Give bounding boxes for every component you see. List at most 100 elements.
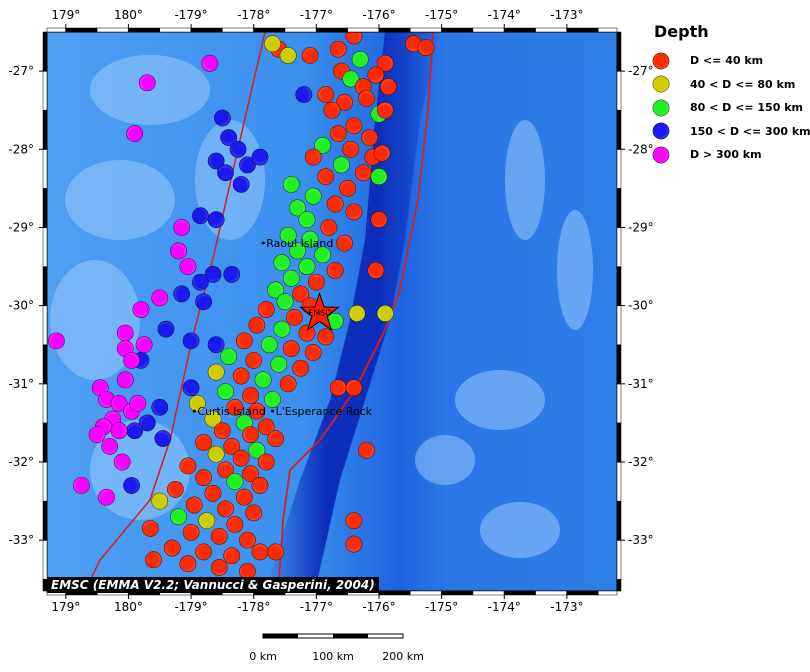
scale-label-200: 200 km — [382, 650, 424, 663]
focal-mechanism — [204, 484, 222, 502]
focal-mechanism — [282, 269, 300, 287]
focal-mechanism — [182, 524, 200, 541]
legend-label: 150 < D <= 300 km — [690, 124, 810, 138]
focal-mechanism — [48, 332, 65, 350]
focal-mechanism — [101, 438, 118, 455]
focal-mechanism — [214, 109, 231, 127]
focal-mechanism — [289, 242, 306, 260]
lat-tick-label-right: -33° — [628, 533, 654, 547]
focal-mechanism — [358, 90, 375, 107]
focal-mechanism — [317, 168, 335, 185]
lat-tick-label-left: -33° — [8, 533, 34, 547]
focal-mechanism — [73, 477, 90, 494]
focal-mechanism — [217, 461, 234, 479]
focal-mechanism — [376, 101, 394, 119]
frame-tick-bars — [42, 27, 622, 596]
focal-mechanism — [126, 125, 144, 142]
epicenter-marker: EMSC — [299, 291, 340, 331]
legend-label: 40 < D <= 80 km — [690, 77, 796, 91]
focal-mechanism — [317, 86, 335, 103]
lat-tick-label-left: -30° — [8, 299, 34, 313]
focal-mechanism — [292, 285, 310, 303]
focal-mechanism — [207, 363, 225, 381]
scale-label-100: 100 km — [312, 650, 354, 663]
lon-tick-label-bottom: -174° — [488, 600, 521, 614]
focal-mechanism — [110, 422, 128, 440]
focal-mechanism — [339, 180, 357, 197]
focal-mechanism — [98, 488, 115, 506]
focal-mechanism — [229, 140, 247, 158]
legend-label: 80 < D <= 150 km — [690, 101, 803, 115]
focal-mechanism — [333, 156, 350, 174]
focal-mechanism — [157, 320, 175, 338]
focal-mechanism — [220, 348, 237, 365]
focal-mechanism — [151, 398, 169, 416]
focal-mechanism — [261, 336, 278, 354]
lon-tick-label-bottom: -178° — [237, 600, 270, 614]
focal-mechanism — [242, 426, 259, 443]
focal-mechanism — [276, 293, 294, 311]
legend-item: 80 < D <= 150 km — [650, 96, 810, 120]
focal-mechanism — [257, 418, 275, 436]
focal-mechanism — [380, 78, 397, 96]
focal-mechanism — [142, 520, 159, 537]
focal-mechanism — [345, 379, 363, 397]
legend-title: Depth — [654, 22, 709, 41]
focal-mechanism — [342, 70, 360, 88]
focal-mechanism — [167, 481, 184, 498]
focal-mechanism — [354, 164, 372, 182]
focal-mechanisms — [48, 32, 435, 580]
focal-mechanism — [307, 273, 325, 291]
focal-mechanism — [239, 531, 256, 549]
focal-mechanism — [123, 352, 140, 369]
focal-mechanism — [326, 195, 344, 213]
legend-beachball-icon — [652, 146, 670, 164]
plate-boundary-east — [277, 32, 434, 591]
focal-mechanism — [210, 527, 228, 545]
focal-mechanism — [226, 398, 244, 416]
scale-label-0: 0 km — [249, 650, 277, 663]
focal-mechanism — [135, 336, 153, 354]
legend-item: 150 < D <= 300 km — [650, 120, 810, 144]
focal-mechanism — [301, 47, 319, 64]
focal-mechanism — [188, 395, 206, 412]
focal-mechanism — [151, 492, 169, 510]
focal-mechanism — [163, 539, 181, 557]
focal-mechanism — [345, 535, 363, 553]
focal-mechanism — [251, 543, 269, 561]
legend-beachball-icon — [652, 75, 670, 93]
focal-mechanism — [304, 344, 322, 361]
focal-mechanism — [345, 32, 363, 45]
focal-mechanism — [195, 543, 212, 561]
focal-mechanism — [138, 74, 156, 92]
focal-mechanism — [405, 35, 422, 53]
lon-tick-label-top: -179° — [174, 8, 207, 22]
focal-mechanism — [336, 94, 353, 111]
focal-mechanism — [367, 66, 385, 84]
epicenter-star — [299, 291, 340, 331]
lat-tick-label-right: -30° — [628, 299, 654, 313]
focal-mechanism — [373, 144, 391, 162]
focal-mechanism — [251, 148, 269, 166]
legend-swatch — [652, 52, 670, 70]
focal-mechanism — [273, 320, 291, 338]
lon-tick-label-bottom: -176° — [362, 600, 395, 614]
lon-tick-label-top: 180° — [114, 8, 143, 22]
focal-mechanism — [248, 402, 266, 420]
focal-mechanism — [217, 500, 234, 518]
focal-mechanism — [254, 371, 272, 389]
focal-mechanism — [376, 305, 394, 322]
focal-mechanism — [251, 477, 269, 494]
focal-mechanism — [207, 152, 225, 170]
focal-mechanism — [182, 379, 200, 397]
focal-mechanism — [248, 441, 266, 459]
place-label: Raoul Island — [266, 237, 333, 250]
focal-mechanism — [195, 434, 212, 451]
focal-mechanism — [242, 387, 259, 404]
lat-tick-label-left: -31° — [8, 377, 34, 391]
focal-mechanism — [145, 551, 162, 569]
focal-mechanism — [223, 438, 241, 455]
focal-mechanism — [248, 316, 266, 334]
focal-mechanism — [129, 395, 147, 412]
lon-tick-label-top: 179° — [51, 8, 80, 22]
